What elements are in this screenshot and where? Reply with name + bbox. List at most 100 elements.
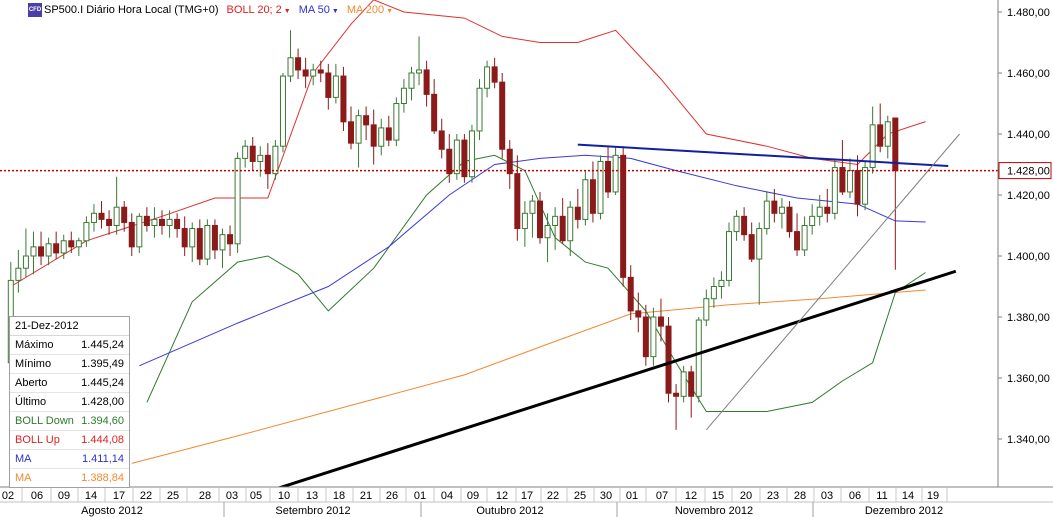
candle-down xyxy=(249,137,256,171)
candle-body xyxy=(476,87,483,132)
candle-down xyxy=(824,188,831,223)
candle-body xyxy=(627,276,634,312)
candle-down xyxy=(839,140,846,195)
candle-down xyxy=(211,219,218,260)
candle-body xyxy=(106,218,113,226)
candle-body xyxy=(378,127,385,147)
candle-body xyxy=(174,218,181,230)
candle-body xyxy=(771,200,778,214)
candle-body xyxy=(461,139,468,178)
candle-down xyxy=(385,115,392,147)
candle-body xyxy=(484,66,491,89)
time-axis[interactable]: 02 06 09 14 17 22 25 28 03 05 10 13 18 21 26 01 04 09 12 17… xyxy=(0,486,1053,517)
candle-up xyxy=(242,140,249,168)
candle-body xyxy=(325,72,332,98)
candle-down xyxy=(264,143,271,189)
day-tick-label: 09 xyxy=(58,490,70,502)
candle-down xyxy=(461,134,468,183)
candle-body xyxy=(521,212,528,230)
day-tick-label: 12 xyxy=(685,490,697,502)
price-tick-label: 1.380,00 xyxy=(1007,312,1050,324)
candle-down xyxy=(181,216,188,256)
candle-up xyxy=(756,222,763,305)
candle-up xyxy=(476,79,483,141)
candle-body xyxy=(574,206,581,220)
candle-body xyxy=(143,215,150,227)
candle-body xyxy=(121,206,128,223)
candle-body xyxy=(166,218,173,226)
day-tick-label: 06 xyxy=(31,490,43,502)
candle-body xyxy=(227,234,234,245)
indicator-ma50[interactable]: MA 50 ▼ xyxy=(299,4,339,16)
indicator-boll[interactable]: BOLL 20; 2 ▼ xyxy=(227,4,291,16)
indicator-ma200[interactable]: MA 200 ▼ xyxy=(347,4,393,16)
dropdown-arrow-icon[interactable]: ▼ xyxy=(283,8,291,15)
candle-body xyxy=(869,124,876,169)
data-window-label: Aberto xyxy=(15,377,48,389)
data-window-label: Mínimo xyxy=(15,358,52,370)
candle-up xyxy=(831,158,838,220)
candle-body xyxy=(370,124,377,147)
candle-down xyxy=(196,219,203,266)
dropdown-arrow-icon[interactable]: ▼ xyxy=(386,8,394,15)
candle-up xyxy=(801,216,808,256)
day-tick-label: 17 xyxy=(521,490,533,502)
candle-body xyxy=(431,93,438,132)
price-axis[interactable]: 1.480,00 1.460,00 1.440,00 1.420,00 1.400,00… xyxy=(997,0,1053,487)
candle-up xyxy=(189,222,196,263)
candle-up xyxy=(809,204,816,235)
candle-body xyxy=(733,215,740,233)
day-tick-label: 26 xyxy=(386,490,398,502)
month-label: Dezembro 2012 xyxy=(865,505,943,517)
candle-down xyxy=(159,210,165,235)
candle-up xyxy=(378,118,385,156)
candle-up xyxy=(151,207,158,238)
candle-down xyxy=(121,201,128,232)
day-tick-label: 30 xyxy=(600,490,612,502)
candle-body xyxy=(181,228,188,248)
candle-body xyxy=(234,157,241,245)
price-tick-label: 1.440,00 xyxy=(1007,129,1050,141)
candle-body xyxy=(726,231,732,281)
candle-body xyxy=(824,206,831,214)
support-trendline xyxy=(259,269,957,496)
candle-body xyxy=(15,267,22,281)
candle-down xyxy=(537,191,543,244)
candle-down xyxy=(491,57,498,89)
dropdown-arrow-icon[interactable]: ▼ xyxy=(331,8,339,15)
candle-body xyxy=(862,167,869,205)
candle-down xyxy=(68,231,75,253)
data-window-row: MA 1.411,14 xyxy=(10,450,129,469)
data-window-value: 1.445,24 xyxy=(81,377,124,389)
candle-body xyxy=(665,325,672,394)
candle-body xyxy=(38,246,45,257)
candle-up xyxy=(529,195,536,238)
data-window-row: Mínimo 1.395,49 xyxy=(10,355,129,374)
candle-body xyxy=(332,75,339,98)
day-tick-label: 18 xyxy=(333,490,345,502)
price-tick-label: 1.420,00 xyxy=(1007,190,1050,202)
day-tick-label: 22 xyxy=(547,490,559,502)
candle-body xyxy=(854,170,861,205)
candle-up xyxy=(393,97,400,147)
candle-up xyxy=(136,213,143,253)
candle-up xyxy=(60,234,67,260)
candle-down xyxy=(786,201,793,238)
day-tick-label: 14 xyxy=(902,490,914,502)
day-tick-label: 03 xyxy=(226,490,238,502)
candle-up xyxy=(778,198,785,229)
candle-body xyxy=(756,228,763,260)
day-tick-label: 07 xyxy=(656,490,668,502)
day-tick-label: 10 xyxy=(278,490,290,502)
price-tick-label: 1.340,00 xyxy=(1007,434,1050,446)
candle-up xyxy=(279,73,286,153)
candle-down xyxy=(499,73,506,159)
candle-body xyxy=(703,298,710,321)
candle-down xyxy=(348,106,354,150)
candle-body xyxy=(657,316,664,327)
candle-body xyxy=(385,127,392,141)
candle-body xyxy=(446,148,453,175)
candle-down xyxy=(506,140,513,189)
boll-upper-line xyxy=(10,0,926,287)
